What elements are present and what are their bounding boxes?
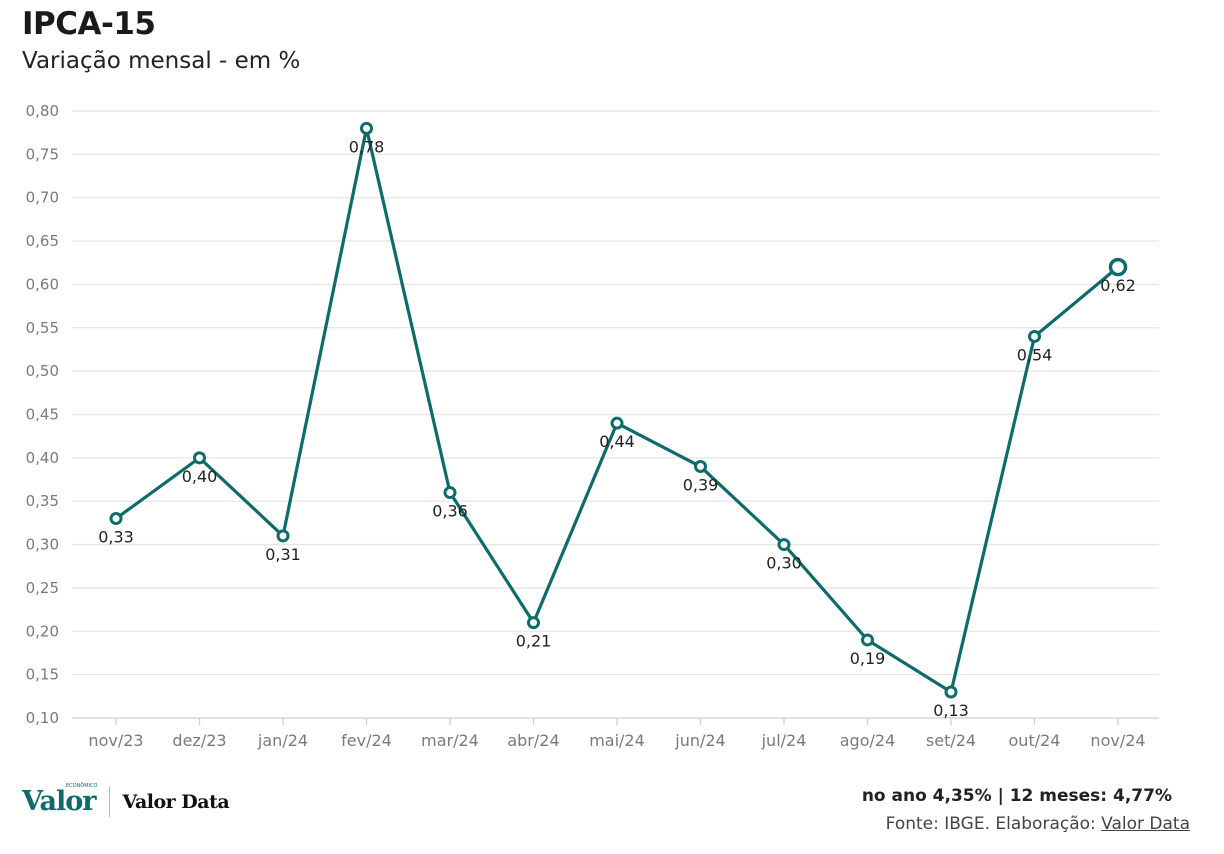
data-label: 0,13: [933, 701, 969, 720]
logo-valor-wordmark: Valor ECONÔMICO: [22, 783, 98, 817]
logo-valor-data: Valor Data: [122, 790, 230, 813]
y-tick-label: 0,25: [26, 579, 59, 597]
source-note: Fonte: IBGE. Elaboração: Valor Data: [886, 814, 1190, 834]
y-tick-label: 0,65: [26, 232, 59, 250]
x-tick-label: set/24: [926, 731, 976, 750]
data-label: 0,39: [683, 476, 719, 495]
x-tick-label: fev/24: [341, 731, 392, 750]
valor-logo[interactable]: Valor ECONÔMICO Valor Data: [22, 783, 230, 817]
data-label: 0,40: [182, 467, 218, 486]
x-tick-label: out/24: [1009, 731, 1061, 750]
x-axis: nov/23 dez/23 jan/24 fev/24 mar/24 abr/24 mai/…: [88, 718, 1146, 750]
data-label: 0,30: [766, 554, 802, 573]
data-label: 0,19: [850, 649, 886, 668]
data-point: [276, 529, 290, 543]
chart-subtitle: Variação mensal - em %: [22, 48, 301, 74]
data-point-layer: [109, 121, 1128, 699]
x-tick-label: jun/24: [674, 731, 725, 750]
data-label: 0,31: [265, 545, 301, 564]
data-label: 0,33: [98, 528, 134, 547]
grid-layer: 0,10 0,15 0,20 0,25 0,30 0,35 0,40 0,45 0,50 0,55…: [26, 102, 1159, 727]
x-tick-label: dez/23: [172, 731, 226, 750]
series-line-layer: [114, 126, 1120, 694]
data-label: 0,54: [1017, 345, 1053, 364]
y-tick-label: 0,60: [26, 275, 59, 293]
logo-brand: Valor: [22, 786, 96, 817]
data-point: [193, 451, 206, 465]
y-tick-label: 0,45: [26, 406, 59, 424]
data-point: [777, 538, 791, 552]
source-link[interactable]: Valor Data: [1101, 814, 1190, 834]
x-tick-label: abr/24: [507, 731, 559, 750]
y-tick-label: 0,15: [26, 666, 59, 684]
data-point: [694, 460, 707, 474]
y-tick-label: 0,40: [26, 449, 59, 467]
data-point: [1028, 329, 1041, 343]
logo-divider: [109, 786, 111, 817]
data-label: 0,21: [516, 632, 552, 651]
x-tick-label: mar/24: [421, 731, 479, 750]
data-label: 0,44: [599, 432, 635, 451]
data-label-layer: 0,33 0,40 0,31 0,78 0,36 0,21 0,44 0,39 0,30 0,19…: [98, 137, 1136, 720]
x-tick-label: jul/24: [761, 731, 807, 750]
y-tick-label: 0,50: [26, 362, 59, 380]
data-label: 0,78: [349, 137, 385, 156]
y-tick-label: 0,75: [26, 145, 59, 163]
data-point: [527, 616, 540, 630]
data-label: 0,62: [1100, 276, 1136, 295]
y-tick-label: 0,80: [26, 102, 59, 120]
chart-title: IPCA-15: [22, 6, 156, 42]
x-tick-label: ago/24: [840, 731, 896, 750]
data-point: [610, 416, 624, 430]
data-label: 0,36: [432, 502, 468, 521]
data-point: [944, 685, 958, 699]
summary-text: no ano 4,35% | 12 meses: 4,77%: [861, 786, 1172, 806]
y-tick-label: 0,55: [26, 319, 59, 337]
data-point: [1108, 257, 1128, 277]
y-tick-label: 0,35: [26, 492, 59, 510]
data-point: [360, 121, 373, 135]
y-tick-label: 0,20: [26, 622, 59, 640]
data-point: [443, 486, 457, 500]
x-tick-label: mai/24: [589, 731, 645, 750]
y-tick-label: 0,10: [26, 709, 59, 727]
data-point: [109, 512, 123, 526]
x-tick-label: jan/24: [257, 731, 308, 750]
series-line: [114, 126, 1120, 694]
x-tick-label: nov/23: [88, 731, 143, 750]
data-point: [861, 633, 874, 647]
logo-tag: ECONÔMICO: [65, 783, 98, 789]
x-tick-label: nov/24: [1090, 731, 1145, 750]
y-tick-label: 0,30: [26, 536, 59, 554]
source-prefix: Fonte: IBGE. Elaboração:: [885, 814, 1102, 834]
y-tick-label: 0,70: [26, 189, 59, 207]
